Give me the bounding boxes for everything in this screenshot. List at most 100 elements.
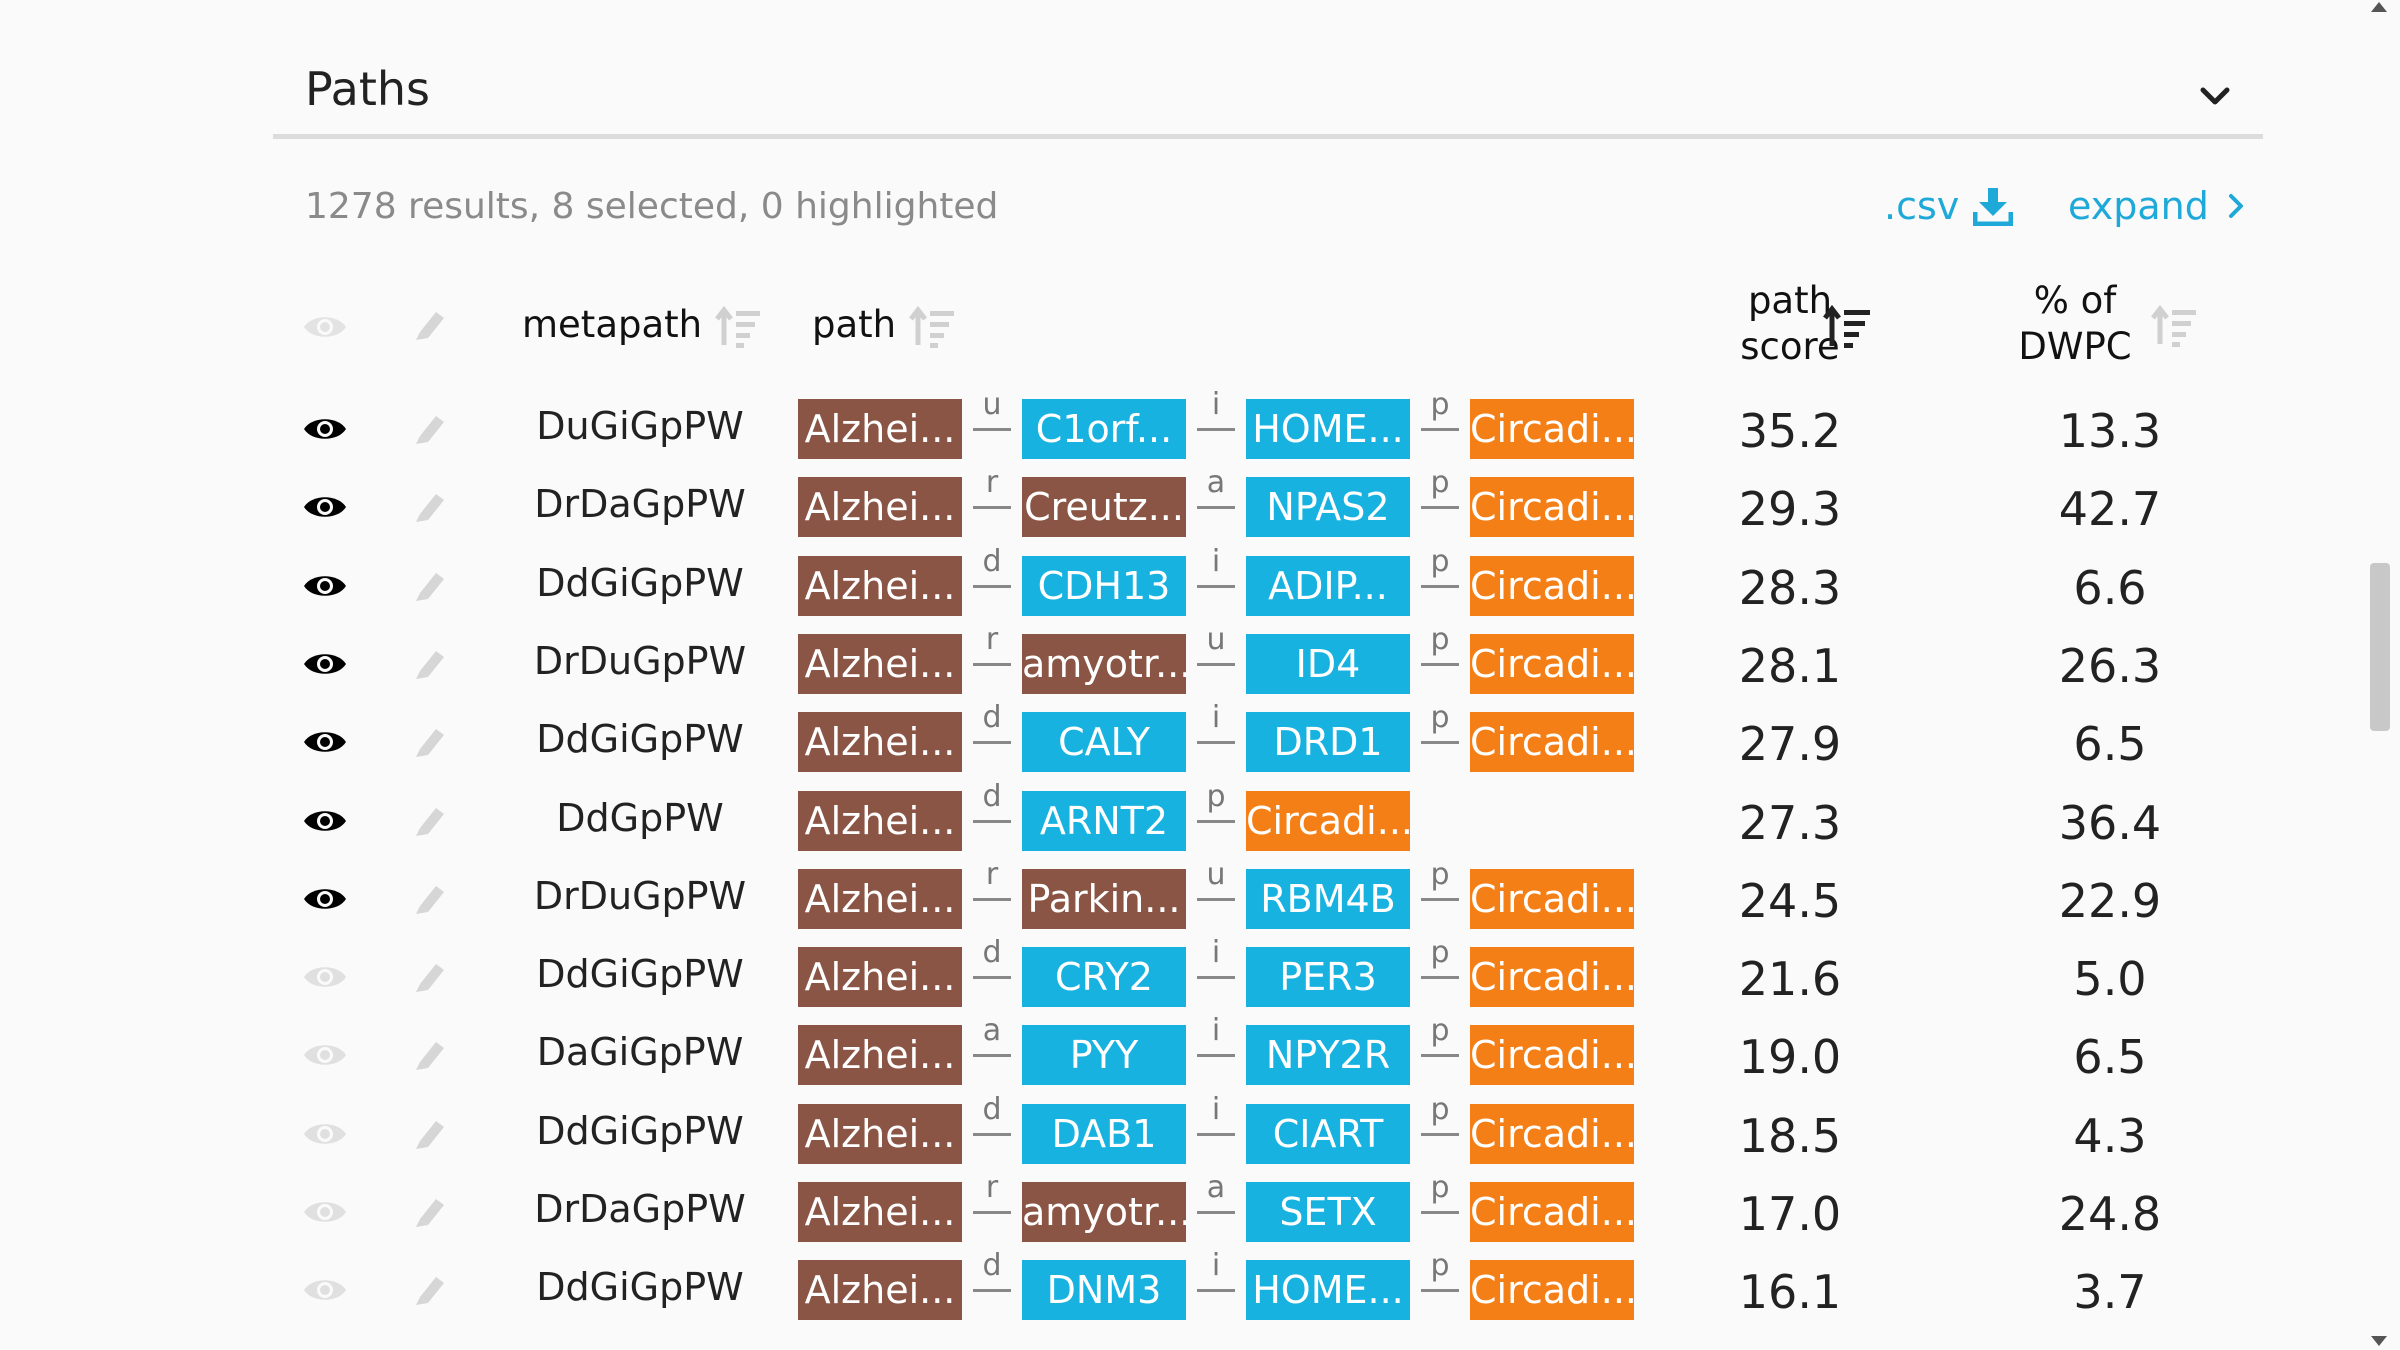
pencil-icon[interactable] [412,723,448,759]
path-node-disease[interactable]: Alzhei... [798,1025,962,1086]
path-node-disease[interactable]: Alzhei... [798,477,962,538]
pencil-icon[interactable] [412,645,448,681]
eye-visible-icon[interactable] [302,884,348,914]
path-node-disease[interactable]: Alzhei... [798,1260,962,1321]
path-node-gene[interactable]: RBM4B [1246,868,1410,929]
path-node-pathway[interactable]: Circadi... [1470,1103,1634,1164]
path-node-gene[interactable]: HOME... [1246,399,1410,459]
path-node-pathway[interactable]: Circadi... [1470,633,1634,694]
scrollbar[interactable] [2362,0,2400,1350]
table-row[interactable]: DrDuGpPW Alzhei... r amyotr... u ID4 p Circadi.… [0,624,2400,711]
table-row[interactable]: DrDaGpPW Alzhei... r Creutz... a NPAS2 p Circad… [0,468,2400,554]
path-node-pathway[interactable]: Circadi... [1470,555,1634,616]
path-node-gene[interactable]: C1orf... [1022,399,1186,459]
path-node-pathway[interactable]: Circadi... [1246,790,1410,851]
eye-visible-icon[interactable] [302,414,348,444]
path-node-disease[interactable]: Alzhei... [798,712,962,773]
path-node-gene[interactable]: DNM3 [1022,1260,1186,1321]
path-node-gene[interactable]: HOME... [1246,1260,1410,1321]
csv-download-link[interactable]: .csv [1884,184,2014,228]
pencil-icon[interactable] [412,488,448,524]
eye-visible-icon[interactable] [302,492,348,522]
path-node-gene[interactable]: CALY [1022,712,1186,773]
path-node-disease[interactable]: Alzhei... [798,1182,962,1242]
path-node-pathway[interactable]: Circadi... [1470,477,1634,538]
pencil-icon[interactable] [412,410,448,446]
eye-hidden-icon[interactable] [302,1197,348,1227]
pencil-icon[interactable] [412,567,448,603]
pencil-icon[interactable] [412,802,448,838]
eye-visible-icon[interactable] [302,727,348,757]
path-node-disease[interactable]: Creutz... [1022,477,1186,538]
sort-icon[interactable] [714,305,762,349]
path-node-disease[interactable]: Alzhei... [798,790,962,851]
header-highlight-pencil-icon[interactable] [412,306,448,342]
path-node-gene[interactable]: ARNT2 [1022,790,1186,851]
path-node-disease[interactable]: Alzhei... [798,1103,962,1164]
expand-link[interactable]: expand [2068,184,2245,228]
path-node-pathway[interactable]: Circadi... [1470,712,1634,773]
path-node-gene[interactable]: NPAS2 [1246,477,1410,538]
path-node-disease[interactable]: Alzhei... [798,399,962,459]
chevron-down-icon[interactable] [2197,78,2233,114]
path-node-gene[interactable]: CRY2 [1022,947,1186,1008]
scroll-thumb[interactable] [2370,563,2390,731]
path-score-column-header[interactable]: path score [1700,278,1880,370]
sort-icon[interactable] [908,305,956,349]
table-row[interactable]: DdGiGpPW Alzhei... d DAB1 i CIART p Circadi... 1… [0,1094,2400,1181]
table-row[interactable]: DrDuGpPW Alzhei... r Parkin... u RBM4B p Circad… [0,859,2400,946]
pencil-icon[interactable] [412,880,448,916]
pencil-icon[interactable] [412,1271,448,1307]
pencil-icon[interactable] [412,1193,448,1229]
header-visibility-eye-icon[interactable] [302,312,348,342]
path-node-disease[interactable]: Alzhei... [798,555,962,616]
path-node-gene[interactable]: DRD1 [1246,712,1410,773]
path-node-gene[interactable]: DAB1 [1022,1103,1186,1164]
table-row[interactable]: DuGiGpPW Alzhei... u C1orf... i HOME... p Circa… [0,390,2400,476]
path-node-gene[interactable]: PER3 [1246,947,1410,1008]
sort-active-icon[interactable] [1822,304,1874,350]
table-row[interactable]: DdGiGpPW Alzhei... d DNM3 i HOME... p Circadi..… [0,1251,2400,1337]
path-node-gene[interactable]: ID4 [1246,633,1410,694]
path-column-header[interactable]: path [812,302,956,349]
path-node-pathway[interactable]: Circadi... [1470,1260,1634,1321]
path-node-gene[interactable]: CDH13 [1022,555,1186,616]
table-row[interactable]: DdGiGpPW Alzhei... d CRY2 i PER3 p Circadi... 21… [0,938,2400,1024]
path-node-gene[interactable]: NPY2R [1246,1025,1410,1086]
pct-dwpc-column-header[interactable]: % of DWPC [2000,278,2150,370]
sort-icon[interactable] [2150,304,2200,348]
path-node-gene[interactable]: ADIP... [1246,555,1410,616]
path-node-gene[interactable]: PYY [1022,1025,1186,1086]
scroll-up-arrow-icon[interactable] [2371,2,2387,12]
path-node-disease[interactable]: Alzhei... [798,868,962,929]
path-node-disease[interactable]: Alzhei... [798,947,962,1008]
path-node-disease[interactable]: amyotr... [1022,633,1186,694]
eye-hidden-icon[interactable] [302,1119,348,1149]
metapath-column-header[interactable]: metapath [522,302,762,349]
table-row[interactable]: DaGiGpPW Alzhei... a PYY i NPY2R p Circadi... 19… [0,1016,2400,1102]
eye-hidden-icon[interactable] [302,1040,348,1070]
pencil-icon[interactable] [412,1115,448,1151]
pencil-icon[interactable] [412,1036,448,1072]
eye-hidden-icon[interactable] [302,962,348,992]
table-row[interactable]: DdGiGpPW Alzhei... d CDH13 i ADIP... p Circadi.… [0,546,2400,633]
eye-visible-icon[interactable] [302,571,348,601]
eye-hidden-icon[interactable] [302,1275,348,1305]
path-node-pathway[interactable]: Circadi... [1470,399,1634,459]
path-node-pathway[interactable]: Circadi... [1470,947,1634,1008]
pencil-icon[interactable] [412,958,448,994]
paths-section-header[interactable]: Paths [273,48,2263,139]
path-node-disease[interactable]: Parkin... [1022,868,1186,929]
eye-visible-icon[interactable] [302,806,348,836]
path-node-disease[interactable]: amyotr... [1022,1182,1186,1242]
path-node-gene[interactable]: CIART [1246,1103,1410,1164]
table-row[interactable]: DdGiGpPW Alzhei... d CALY i DRD1 p Circadi... 27… [0,703,2400,789]
scroll-down-arrow-icon[interactable] [2371,1336,2387,1346]
path-node-pathway[interactable]: Circadi... [1470,1182,1634,1242]
path-node-disease[interactable]: Alzhei... [798,633,962,694]
path-node-pathway[interactable]: Circadi... [1470,868,1634,929]
eye-visible-icon[interactable] [302,649,348,679]
path-node-gene[interactable]: SETX [1246,1182,1410,1242]
table-row[interactable]: DdGpPW Alzhei... d ARNT2 p Circadi... 27.3 36.4 [0,781,2400,868]
path-node-pathway[interactable]: Circadi... [1470,1025,1634,1086]
